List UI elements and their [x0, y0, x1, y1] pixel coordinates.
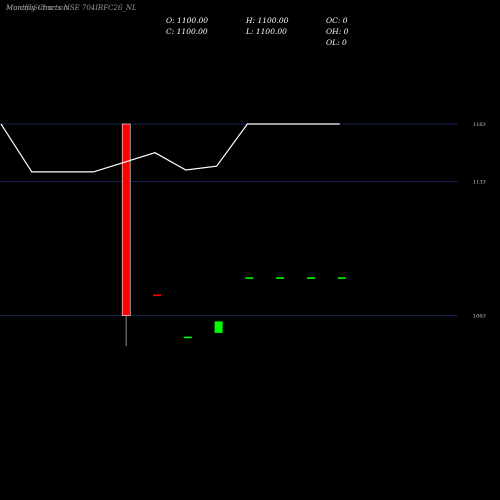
ohlc-low: L: 1100.00: [246, 27, 287, 36]
chart-title-overlay: MunafaSutra.com: [6, 4, 70, 12]
ohlc-high: H: 1100.00: [246, 16, 289, 25]
candle-body-5: [153, 294, 161, 297]
candle-body-8: [245, 277, 254, 279]
candle-body-4: [121, 123, 131, 316]
ohlc-oh: OH: 0: [326, 27, 349, 36]
price-line: [0, 123, 340, 173]
candle-body-6: [183, 336, 192, 339]
ohlc-open: O: 1100.00: [166, 16, 209, 25]
y-tick-label-1163: 1163: [473, 122, 486, 128]
y-tick-label-1063: 1063: [473, 314, 486, 320]
chart-title: MunafaSutra.com Monthly Charts NSE 704IR…: [6, 4, 137, 12]
candle-body-9: [276, 277, 285, 279]
y-tick-label-1133: 1133: [473, 179, 486, 185]
candle-body-10: [307, 277, 315, 279]
ohlc-ol: OL: 0: [326, 38, 347, 47]
candle-body-7: [214, 321, 223, 333]
candle-body-11: [337, 277, 346, 279]
chart-title-text: Monthly Charts NSE 704IRFC26_NL: [6, 4, 137, 12]
ohlc-oc: OC: 0: [326, 16, 348, 25]
ohlc-close: C: 1100.00: [166, 27, 208, 36]
